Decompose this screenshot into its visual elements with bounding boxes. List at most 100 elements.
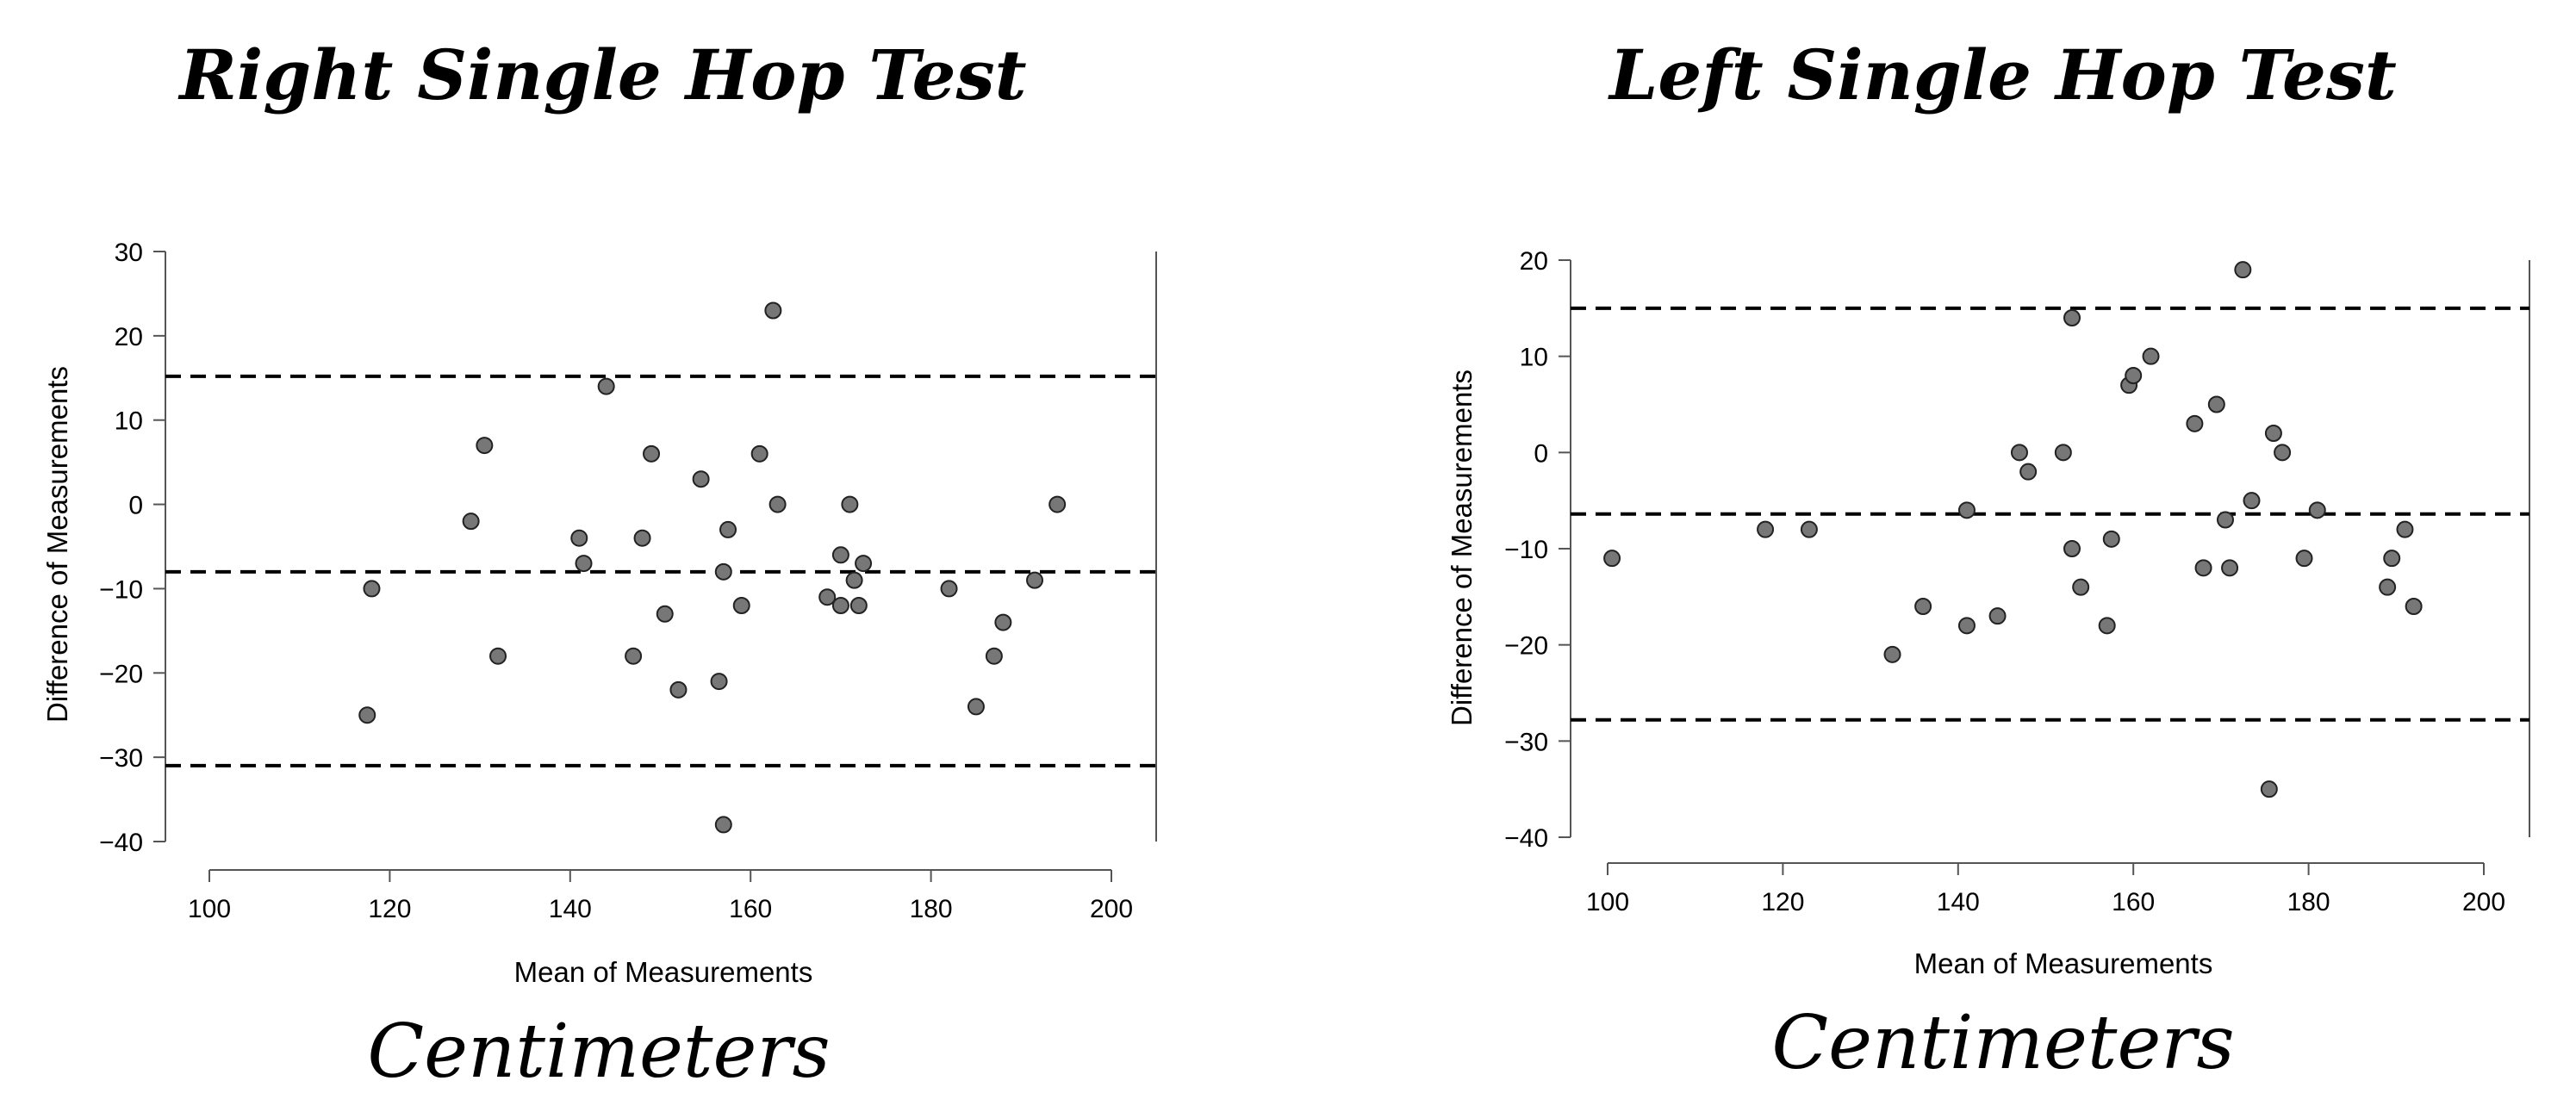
data-point [845, 571, 863, 589]
x-tick-label: 120 [1761, 888, 1804, 916]
data-point [849, 597, 868, 614]
y-tick-label: −20 [99, 660, 143, 688]
x-tick-label: 100 [1586, 888, 1629, 916]
data-point [363, 580, 381, 598]
data-point [1883, 645, 1901, 663]
data-point [2142, 347, 2160, 365]
y-tick-label: 0 [128, 492, 143, 520]
data-point [2221, 559, 2239, 577]
data-point [940, 580, 958, 598]
y-tick-label: 0 [1534, 439, 1548, 468]
y-axis-label: Difference of Measurements [1446, 370, 1478, 726]
x-axis-label: Mean of Measurements [514, 956, 813, 988]
x-tick-label: 200 [1090, 895, 1133, 923]
data-point [1957, 501, 1976, 519]
y-tick-label: −30 [1504, 728, 1548, 756]
data-point [1800, 520, 1818, 538]
reference-lines [165, 374, 1156, 767]
data-point [967, 698, 985, 716]
data-points [1603, 261, 2423, 798]
y-tick-label: −40 [99, 829, 143, 857]
x-tick-label: 180 [2287, 888, 2330, 916]
data-point [841, 495, 859, 513]
data-point [656, 605, 674, 623]
data-point [994, 613, 1012, 631]
x-tick-label: 200 [2462, 888, 2505, 916]
data-point [2396, 520, 2414, 538]
data-point [1988, 607, 2007, 625]
data-point [2295, 550, 2313, 568]
data-point [1026, 571, 1044, 589]
data-point [2063, 540, 2081, 557]
data-point [831, 546, 849, 564]
unit-label: Centimeters [1771, 1000, 2234, 1086]
data-point [633, 529, 651, 547]
chart-title: Left Single Hop Test [1608, 34, 2397, 115]
data-point [2260, 780, 2278, 798]
data-point [2019, 463, 2038, 481]
data-point [1957, 617, 1976, 635]
data-point [1914, 598, 1932, 615]
y-tick-label: −30 [99, 744, 143, 773]
right-hop-chart: Right Single Hop Test Difference of Meas… [41, 34, 1157, 1095]
x-tick-label: 140 [1937, 888, 1980, 916]
data-point [2264, 425, 2282, 442]
data-point [818, 588, 837, 606]
y-tick-label: 20 [115, 323, 143, 351]
left-hop-chart: Left Single Hop Test Difference of Measu… [1446, 34, 2530, 1086]
x-axis-label: Mean of Measurements [1914, 947, 2213, 979]
data-point [750, 444, 768, 463]
data-point [1757, 520, 1775, 538]
data-point [2125, 367, 2143, 384]
data-point [1048, 495, 1067, 513]
data-point [1603, 550, 1621, 568]
data-point [669, 680, 688, 699]
data-point [2072, 578, 2090, 596]
x-tick-label: 160 [2112, 888, 2155, 916]
data-point [597, 377, 615, 395]
data-point [625, 647, 643, 665]
y-tick-label: −20 [1504, 632, 1548, 661]
data-point [2383, 550, 2401, 568]
data-point [2243, 492, 2261, 510]
data-point [489, 647, 507, 665]
data-points [358, 301, 1067, 834]
y-tick-label: 10 [115, 407, 143, 436]
data-point [2010, 444, 2028, 462]
data-point [2102, 530, 2120, 548]
x-tick-label: 160 [729, 895, 772, 923]
x-tick-label: 120 [368, 895, 411, 923]
data-point [2405, 598, 2423, 615]
data-point [732, 597, 750, 614]
y-tick-label: −10 [99, 575, 143, 604]
data-point [710, 673, 728, 691]
data-point [719, 520, 737, 538]
data-point [2274, 444, 2292, 462]
data-point [2308, 501, 2326, 519]
data-point [714, 562, 732, 581]
data-point [2234, 261, 2252, 279]
data-point [462, 513, 480, 531]
data-point [2216, 511, 2234, 529]
data-point [2063, 309, 2081, 326]
data-point [768, 495, 787, 513]
data-point [2186, 414, 2204, 432]
y-tick-label: −10 [1504, 536, 1548, 564]
data-point [2379, 578, 2397, 596]
data-point [2207, 395, 2225, 413]
data-point [2098, 617, 2116, 635]
reference-lines [1571, 306, 2529, 722]
y-tick-label: 30 [115, 239, 143, 267]
data-point [831, 597, 849, 614]
data-point [476, 437, 494, 455]
x-tick-label: 100 [188, 895, 231, 923]
data-point [2054, 444, 2072, 462]
unit-label: Centimeters [367, 1009, 830, 1095]
data-point [692, 470, 710, 488]
x-tick-label: 140 [549, 895, 592, 923]
chart-title: Right Single Hop Test [177, 34, 1026, 115]
data-point [358, 706, 376, 724]
